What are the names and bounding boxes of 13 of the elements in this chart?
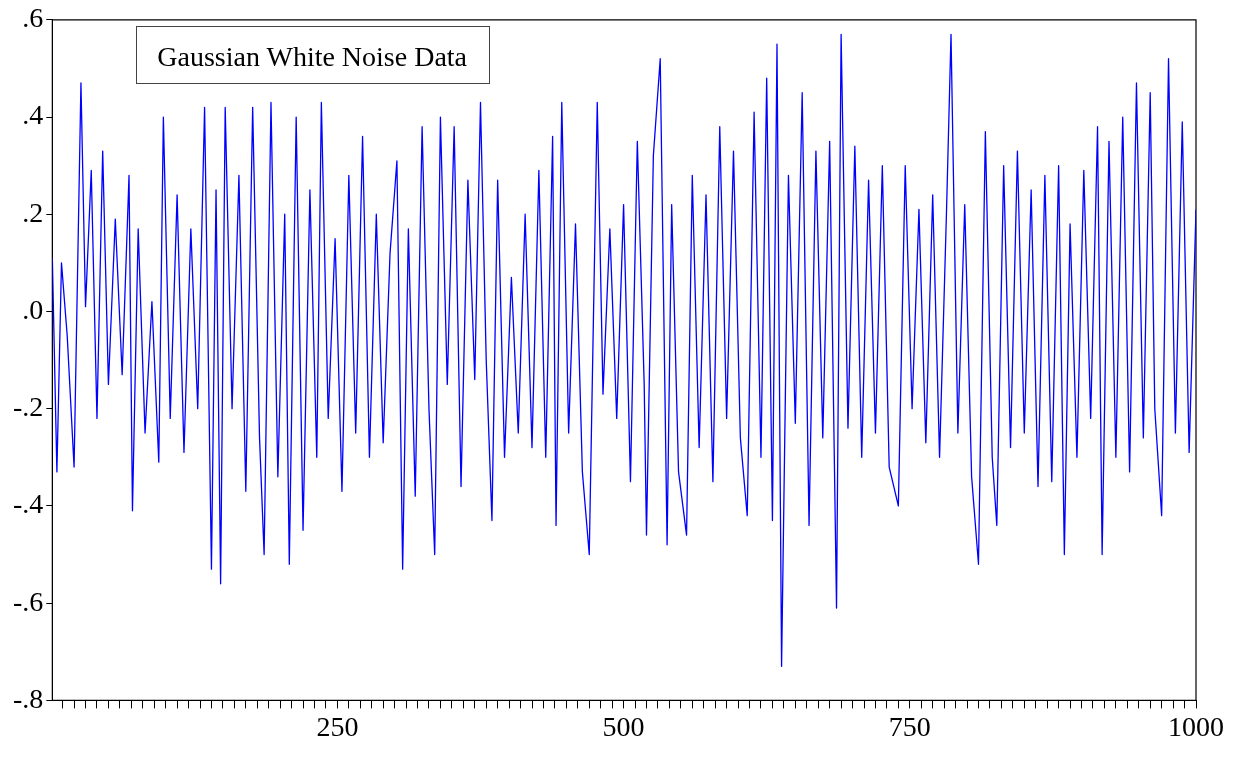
y-tick-label: .2 — [22, 196, 44, 228]
x-tick-label: 500 — [602, 710, 645, 742]
x-tick-label: 750 — [888, 710, 931, 742]
y-tick-label: .0 — [22, 293, 44, 325]
x-tick-label: 250 — [316, 710, 359, 742]
y-tick-label: .4 — [22, 99, 44, 131]
x-tick-label: 1000 — [1168, 710, 1224, 742]
y-tick-label: -.8 — [13, 682, 44, 714]
y-tick-label: .6 — [22, 2, 44, 34]
y-tick-label: -.4 — [13, 488, 44, 520]
y-tick-label: -.2 — [13, 391, 44, 423]
y-tick-label: -.6 — [13, 585, 44, 617]
text: Gaussian White Noise Data — [136, 25, 491, 84]
